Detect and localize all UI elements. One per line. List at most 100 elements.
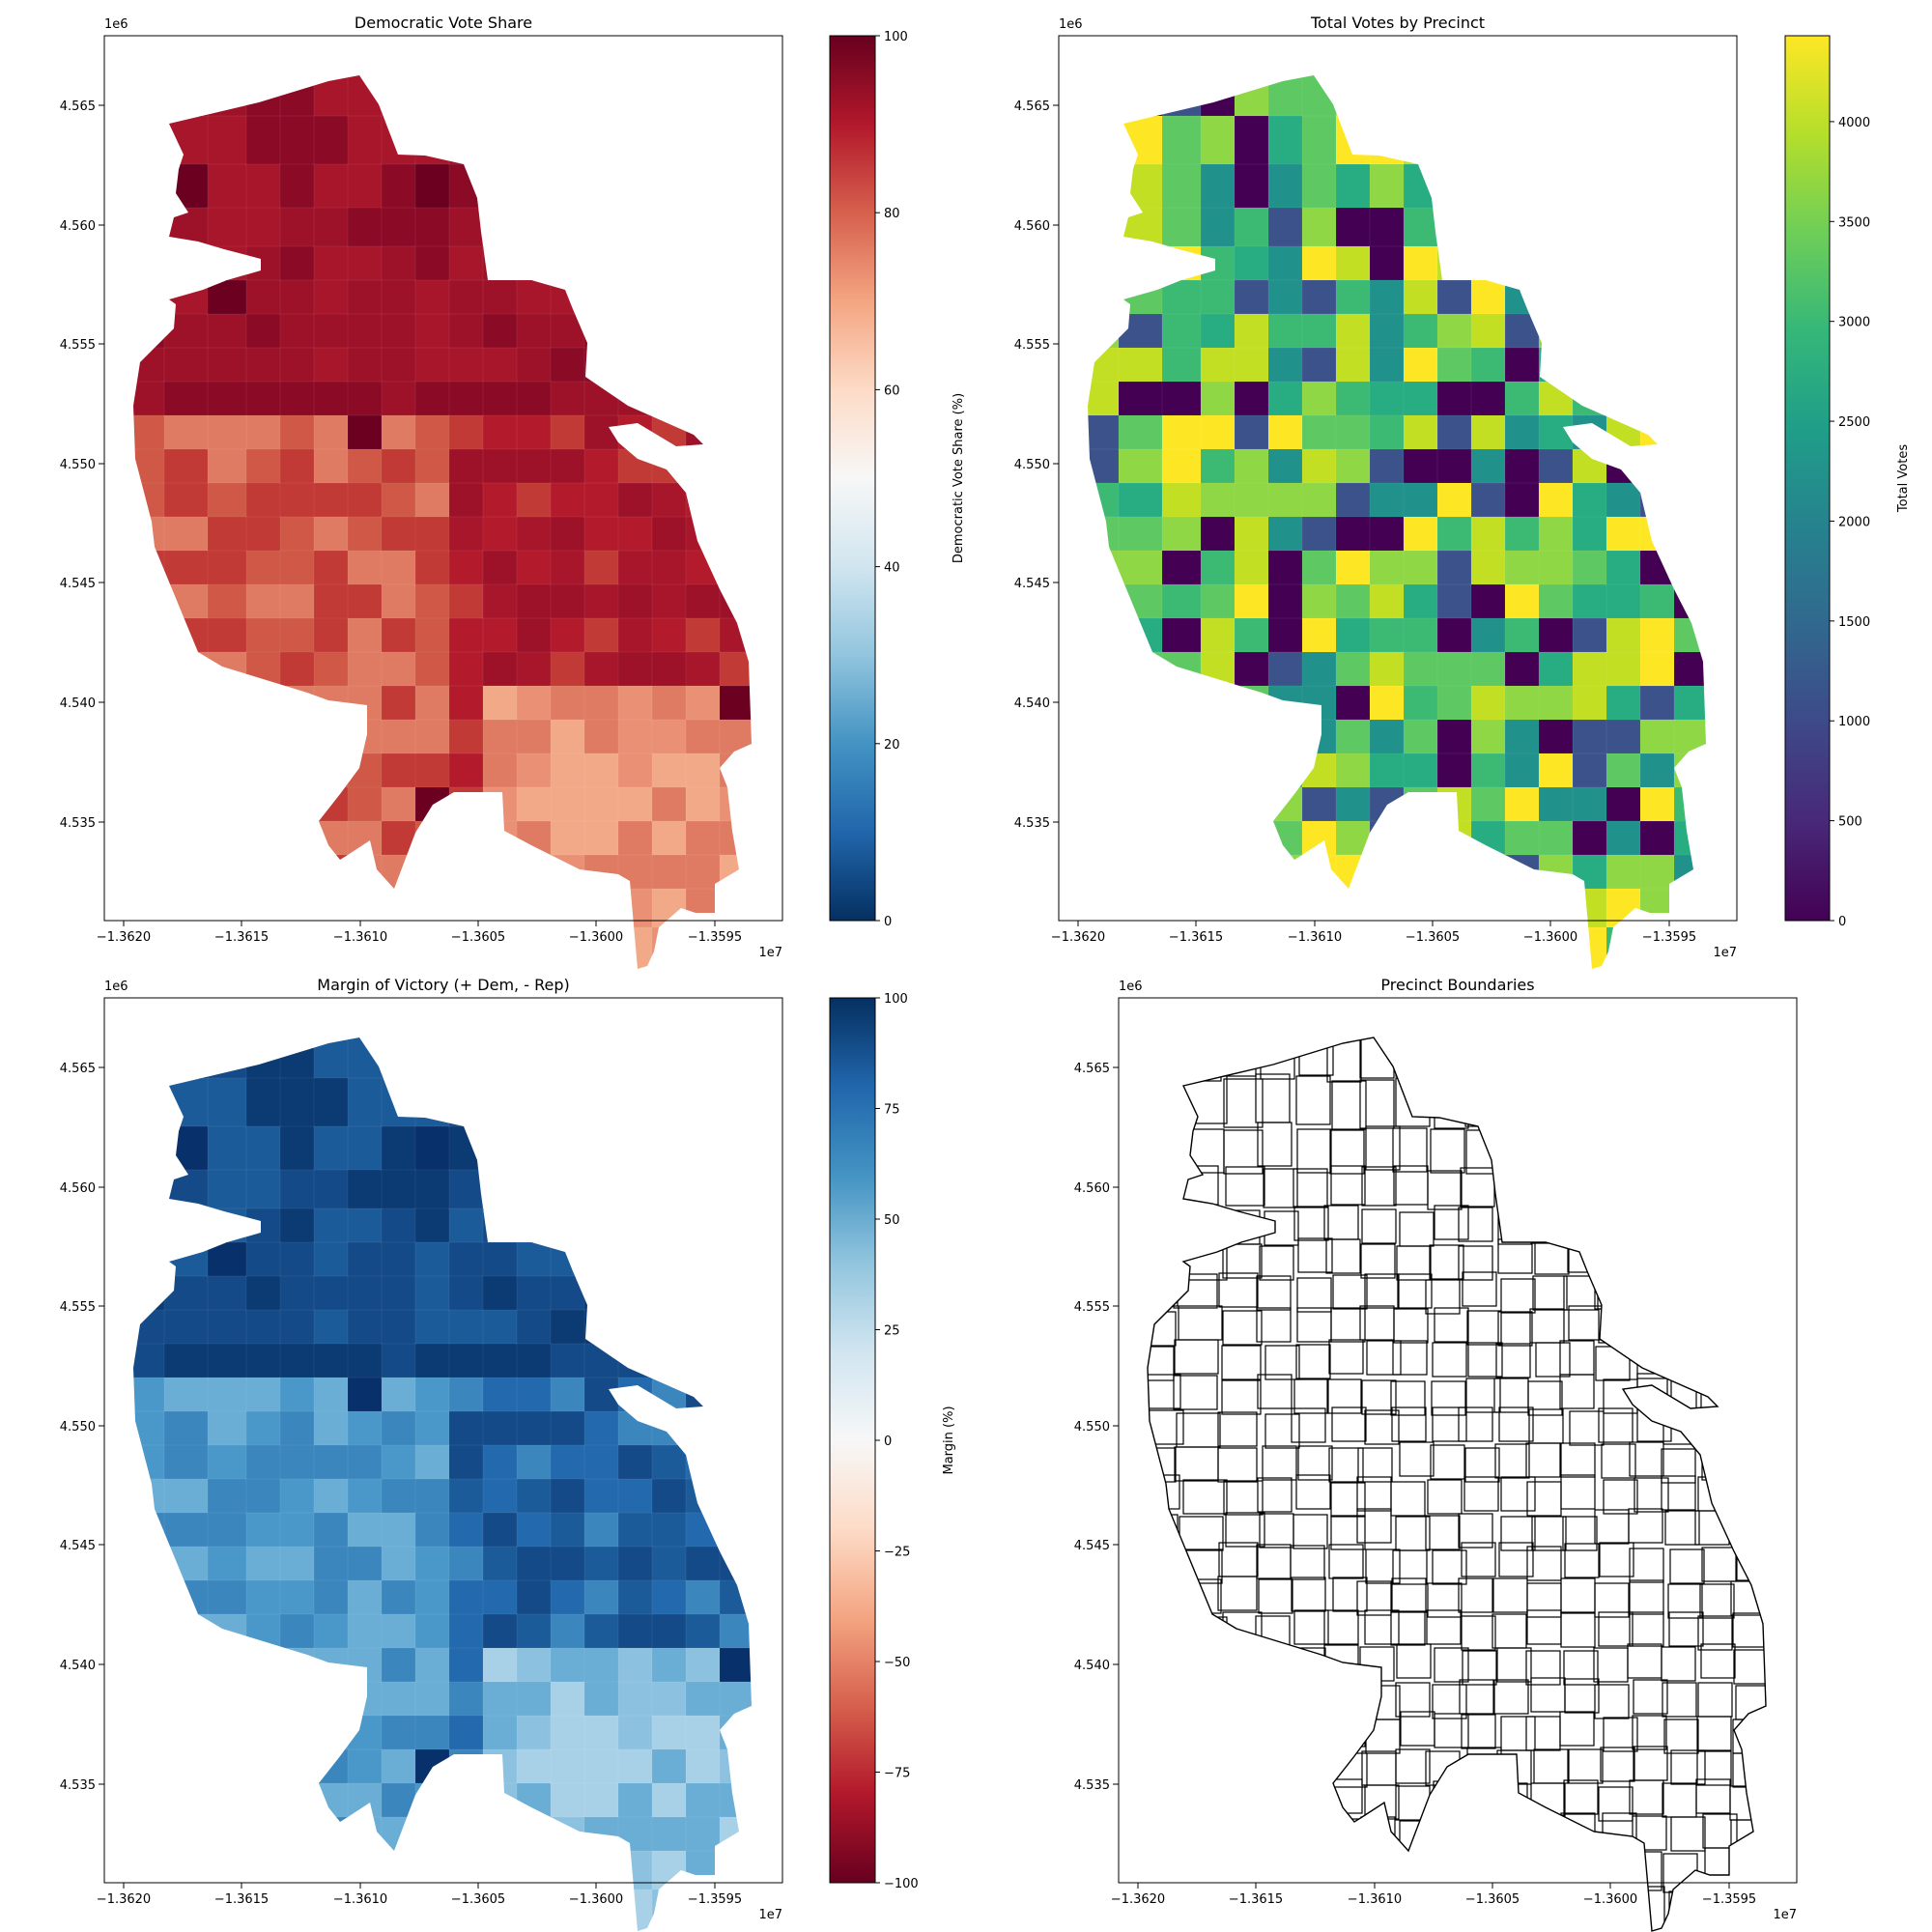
precinct-fill xyxy=(719,1309,752,1345)
precinct-boundary xyxy=(1296,1277,1332,1313)
precinct-boundary xyxy=(1426,1819,1462,1855)
precinct-fill xyxy=(1200,719,1236,754)
precinct-fill xyxy=(685,207,721,247)
precinct-fill xyxy=(313,550,349,585)
precinct-fill xyxy=(550,516,585,552)
precinct-fill xyxy=(448,1782,484,1818)
precinct-fill xyxy=(719,1037,752,1079)
precinct-fill xyxy=(313,1125,349,1171)
precinct-fill xyxy=(448,1309,484,1345)
precinct-fill xyxy=(1504,448,1540,484)
precinct-boundary xyxy=(1599,1542,1634,1577)
precinct-boundary xyxy=(1391,1577,1427,1613)
precinct-fill xyxy=(279,1377,315,1412)
precinct-fill xyxy=(1572,482,1607,518)
precinct-fill xyxy=(583,1850,619,1890)
precinct-fill xyxy=(583,414,619,450)
precinct-fill xyxy=(685,1647,721,1683)
precinct-fill xyxy=(163,1816,209,1852)
precinct-fill xyxy=(651,1077,687,1127)
precinct-fill xyxy=(1200,583,1236,619)
precinct-fill xyxy=(1470,854,1506,890)
precinct-fill xyxy=(163,1077,209,1127)
precinct-fill xyxy=(1088,207,1120,247)
precinct-fill xyxy=(719,1275,752,1311)
colorbar-tick-label: 0 xyxy=(1838,915,1846,929)
precinct-fill xyxy=(163,1169,209,1209)
precinct-fill xyxy=(1403,448,1438,484)
precinct-fill xyxy=(279,414,315,450)
precinct-boundary xyxy=(1666,1128,1702,1174)
precinct-fill xyxy=(685,1478,721,1514)
precinct-fill xyxy=(550,1037,585,1079)
colorbar-tick-label: 0 xyxy=(884,915,892,929)
precinct-fill xyxy=(651,313,687,349)
precinct-fill xyxy=(207,651,247,687)
precinct-fill xyxy=(1369,414,1405,450)
x-offset-label: 1e7 xyxy=(1773,1908,1797,1922)
precinct-fill xyxy=(651,1410,687,1446)
precinct-fill xyxy=(1436,115,1472,165)
precinct-boundary xyxy=(1497,1209,1533,1245)
precinct-fill xyxy=(516,753,552,788)
precinct-fill xyxy=(245,1478,281,1514)
x-offset-label: 1e7 xyxy=(758,1908,782,1922)
precinct-fill xyxy=(685,719,721,754)
precinct-fill xyxy=(448,279,484,315)
precinct-fill xyxy=(207,1077,247,1127)
precinct-boundary xyxy=(1148,1752,1179,1788)
precinct-fill xyxy=(1301,617,1337,653)
precinct-fill xyxy=(617,1546,653,1581)
precinct-fill xyxy=(1234,115,1269,165)
precinct-fill xyxy=(651,163,687,209)
precinct-boundary xyxy=(1569,1410,1605,1446)
precinct-fill xyxy=(347,1816,383,1852)
precinct-boundary xyxy=(1594,1209,1630,1245)
precinct-fill xyxy=(1538,75,1574,117)
precinct-fill xyxy=(1504,550,1540,585)
precinct-fill xyxy=(133,448,165,484)
precinct-fill xyxy=(163,313,209,349)
precinct-fill xyxy=(1538,685,1574,721)
precinct-fill xyxy=(617,115,653,165)
precinct-boundary xyxy=(1178,1305,1223,1341)
precinct-fill xyxy=(1605,516,1641,552)
precinct-fill xyxy=(163,1715,209,1750)
precinct-fill xyxy=(381,1748,416,1784)
precinct-fill xyxy=(245,482,281,518)
precinct-fill xyxy=(1403,482,1438,518)
precinct-fill xyxy=(133,279,165,315)
precinct-fill xyxy=(1403,313,1438,349)
precinct-fill xyxy=(245,651,281,687)
precinct-boundary xyxy=(1594,1509,1630,1545)
precinct-fill xyxy=(516,1169,552,1209)
precinct-fill xyxy=(245,1125,281,1171)
precinct-fill xyxy=(313,617,349,653)
precinct-fill xyxy=(1470,550,1506,585)
map-area xyxy=(133,1037,752,1931)
precinct-fill xyxy=(1436,482,1472,518)
precinct-fill xyxy=(1673,786,1706,822)
precinct-fill xyxy=(651,1309,687,1345)
precinct-boundary xyxy=(1526,1546,1562,1581)
precinct-boundary xyxy=(1432,1037,1467,1083)
precinct-fill xyxy=(1538,820,1574,856)
precinct-fill xyxy=(207,617,247,653)
precinct-fill xyxy=(414,313,450,349)
precinct-fill xyxy=(516,115,552,165)
precinct-fill xyxy=(1639,516,1675,552)
x-tick-label: −1.3620 xyxy=(97,930,151,945)
precinct-boundary xyxy=(1174,1446,1219,1482)
precinct-fill xyxy=(245,888,281,928)
precinct-fill xyxy=(1639,245,1675,281)
precinct-fill xyxy=(245,786,281,822)
precinct-fill xyxy=(1118,414,1163,450)
precinct-fill xyxy=(482,1343,518,1378)
precinct-fill xyxy=(381,1077,416,1127)
precinct-fill xyxy=(448,1478,484,1514)
precinct-fill xyxy=(1234,617,1269,653)
precinct-boundary xyxy=(1364,1609,1400,1645)
precinct-fill xyxy=(482,753,518,788)
precinct-fill xyxy=(1118,448,1163,484)
precinct-fill xyxy=(448,482,484,518)
